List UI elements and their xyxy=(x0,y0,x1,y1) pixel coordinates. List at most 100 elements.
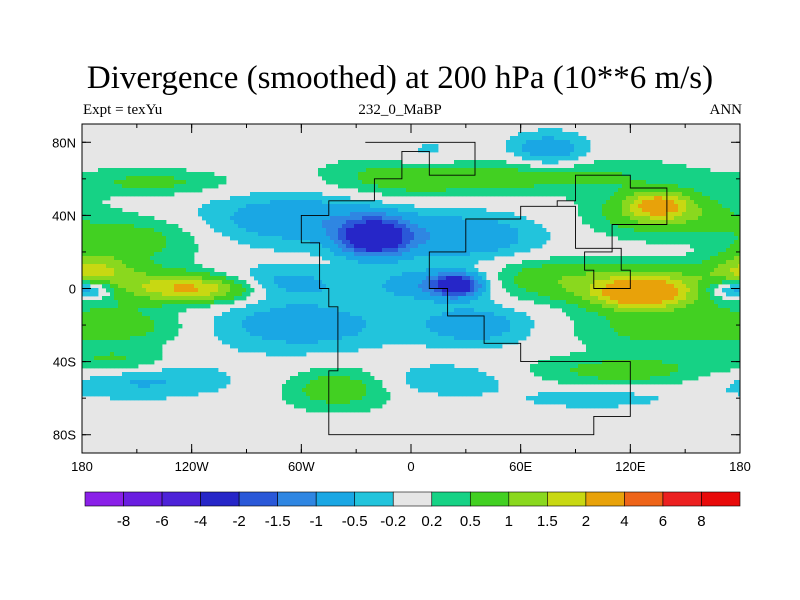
field-cell xyxy=(710,192,715,197)
field-cell xyxy=(702,300,707,305)
field-cell xyxy=(566,300,571,305)
field-cell xyxy=(578,296,583,301)
field-cell xyxy=(250,204,255,209)
field-cell xyxy=(118,192,123,197)
field-cell xyxy=(286,196,291,201)
field-cell xyxy=(294,204,299,209)
field-cell xyxy=(382,280,387,285)
field-cell xyxy=(82,256,87,261)
field-cell xyxy=(410,164,415,169)
field-cell xyxy=(446,244,451,249)
field-cell xyxy=(346,236,351,241)
field-cell xyxy=(478,208,483,213)
field-cell xyxy=(554,284,559,289)
field-cell xyxy=(378,180,383,185)
field-cell xyxy=(202,276,207,281)
field-cell xyxy=(546,152,551,157)
field-cell xyxy=(262,276,267,281)
field-cell xyxy=(422,216,427,221)
field-cell xyxy=(658,224,663,229)
field-cell xyxy=(430,272,435,277)
field-cell xyxy=(102,240,107,245)
field-cell xyxy=(454,176,459,181)
field-cell xyxy=(370,268,375,273)
field-cell xyxy=(486,180,491,185)
field-cell xyxy=(698,264,703,269)
field-cell xyxy=(358,200,363,205)
field-cell xyxy=(246,224,251,229)
field-cell xyxy=(622,292,627,297)
field-cell xyxy=(522,184,527,189)
field-cell xyxy=(266,292,271,297)
field-cell xyxy=(538,280,543,285)
field-cell xyxy=(722,304,727,309)
field-cell xyxy=(594,208,599,213)
field-cell xyxy=(602,176,607,181)
field-cell xyxy=(630,272,635,277)
field-cell xyxy=(346,280,351,285)
field-cell xyxy=(686,276,691,281)
field-cell xyxy=(282,228,287,233)
field-cell xyxy=(102,228,107,233)
field-cell xyxy=(366,168,371,173)
field-cell xyxy=(430,252,435,257)
field-cell xyxy=(366,216,371,221)
field-cell xyxy=(306,192,311,197)
field-cell xyxy=(114,232,119,237)
field-cell xyxy=(422,304,427,309)
field-cell xyxy=(162,300,167,305)
field-cell xyxy=(358,232,363,237)
field-cell xyxy=(158,232,163,237)
field-cell xyxy=(446,292,451,297)
field-cell xyxy=(362,220,367,225)
field-cell xyxy=(318,308,323,313)
field-cell xyxy=(646,264,651,269)
field-cell xyxy=(330,244,335,249)
field-cell xyxy=(654,296,659,301)
field-cell xyxy=(670,292,675,297)
field-cell xyxy=(718,304,723,309)
field-cell xyxy=(686,252,691,257)
field-cell xyxy=(378,260,383,265)
field-cell xyxy=(454,268,459,273)
field-cell xyxy=(462,180,467,185)
field-cell xyxy=(114,296,119,301)
field-cell xyxy=(706,196,711,201)
field-cell xyxy=(642,216,647,221)
field-cell xyxy=(506,188,511,193)
field-cell xyxy=(178,248,183,253)
field-cell xyxy=(602,184,607,189)
field-cell xyxy=(146,168,151,173)
field-cell xyxy=(242,288,247,293)
field-cell xyxy=(506,192,511,197)
field-cell xyxy=(158,260,163,265)
field-cell xyxy=(646,240,651,245)
field-cell xyxy=(250,232,255,237)
field-cell xyxy=(474,176,479,181)
field-cell xyxy=(410,192,415,197)
field-cell xyxy=(86,272,91,277)
field-cell xyxy=(618,296,623,301)
field-cell xyxy=(534,140,539,145)
field-cell xyxy=(474,300,479,305)
field-cell xyxy=(214,292,219,297)
field-cell xyxy=(342,308,347,313)
field-cell xyxy=(690,224,695,229)
field-cell xyxy=(226,224,231,229)
field-cell xyxy=(278,272,283,277)
field-cell xyxy=(166,272,171,277)
field-cell xyxy=(330,196,335,201)
field-cell xyxy=(422,272,427,277)
field-cell xyxy=(630,236,635,241)
field-cell xyxy=(130,236,135,241)
field-cell xyxy=(586,188,591,193)
field-cell xyxy=(610,260,615,265)
field-cell xyxy=(542,132,547,137)
field-cell xyxy=(530,276,535,281)
field-cell xyxy=(118,260,123,265)
field-cell xyxy=(586,284,591,289)
field-cell xyxy=(102,296,107,301)
field-cell xyxy=(226,212,231,217)
field-cell xyxy=(326,224,331,229)
field-cell xyxy=(418,252,423,257)
